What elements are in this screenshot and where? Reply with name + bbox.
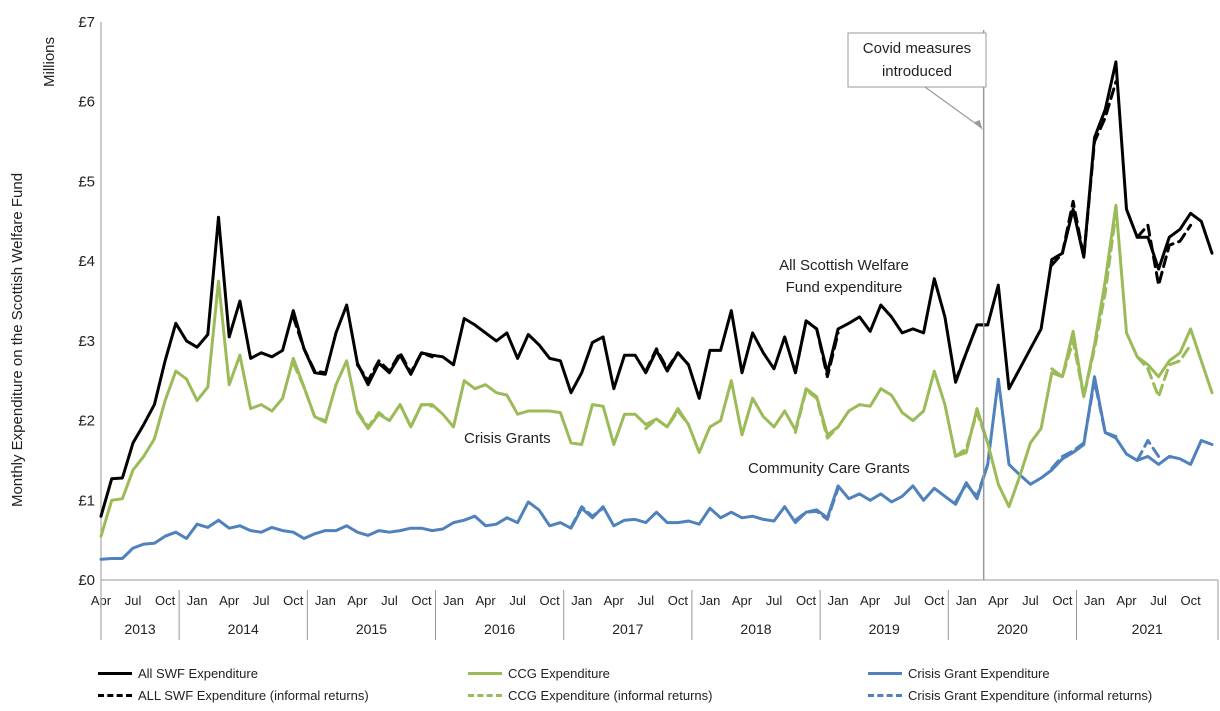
legend-swatch [98,672,132,675]
x-tick-label: Oct [540,593,561,608]
legend-item: ALL SWF Expenditure (informal returns) [98,688,369,703]
annotation-all-swf: Fund expenditure [786,279,903,296]
x-tick-label: Jan [699,593,720,608]
legend-item: CCG Expenditure [468,666,610,681]
series-lines [99,60,1214,561]
series-line-ccg-expenditure-informal-returns [291,211,1193,458]
x-tick-label: Oct [1052,593,1073,608]
legend-swatch [98,694,132,697]
x-tick-label: Oct [155,593,176,608]
y-tick-label: £4 [78,253,95,270]
y-tick-label: £1 [78,492,95,509]
x-tick-label: Apr [860,593,881,608]
legend-item: CCG Expenditure (informal returns) [468,688,712,703]
x-tick-label: Jan [571,593,592,608]
annotation-all-swf: All Scottish Welfare [779,257,909,274]
x-tick-label: Oct [1181,593,1202,608]
covid-callout-box [847,32,987,88]
series-line-all-swf-expenditure-informal-returns [291,80,1193,383]
x-tick-label: Apr [347,593,368,608]
y-tick-label: £0 [78,572,95,589]
x-tick-label: Jul [1150,593,1167,608]
x-tick-label: Jul [766,593,783,608]
x-tick-label: Oct [411,593,432,608]
legend-label: All SWF Expenditure [138,666,258,681]
x-axis: Apr Jul Oct Jan Apr Jul Oct Jan Apr Jul Oct Jan Apr J… [91,579,1219,640]
legend-label: Crisis Grant Expenditure [908,666,1050,681]
covid-callout-arrowhead [974,120,983,130]
x-tick-label: Oct [924,593,945,608]
year-label: 2020 [997,621,1028,637]
legend-item: All SWF Expenditure [98,666,258,681]
annotation-community-care-grants: Community Care Grants [748,460,910,477]
x-tick-label: Jan [1084,593,1105,608]
x-tick-label: Apr [219,593,240,608]
x-tick-label: Jul [253,593,270,608]
legend-label: CCG Expenditure (informal returns) [508,688,713,703]
x-tick-label: Jan [828,593,849,608]
covid-callout-text: Covid measures [863,40,971,57]
y-tick-label: £6 [78,94,95,111]
year-label: 2014 [228,621,259,637]
covid-callout-text: introduced [882,63,952,80]
x-tick-label: Jan [956,593,977,608]
year-label: 2018 [740,621,771,637]
series-line-crisis-grant-expenditure [99,375,1214,561]
legend-swatch [868,672,902,675]
y-tick-label: £3 [78,333,95,350]
year-label: 2019 [869,621,900,637]
year-label: 2021 [1132,621,1163,637]
legend-label: ALL SWF Expenditure (informal returns) [138,688,369,703]
legend-swatch [868,694,902,697]
y-axis: £0 £1 £2 £3 £4 £5 £6 £7 [78,14,102,589]
series-line-all-swf-expenditure [99,60,1214,518]
x-tick-label: Apr [732,593,753,608]
x-tick-label: Jul [894,593,911,608]
y-axis-unit: Millions [41,37,58,87]
x-tick-label: Oct [668,593,689,608]
legend-swatch [468,672,502,675]
legend: All SWF Expenditure ALL SWF Expenditure (… [88,664,1208,708]
x-tick-label: Apr [1116,593,1137,608]
legend-item: Crisis Grant Expenditure [868,666,1050,681]
year-label: 2016 [484,621,515,637]
x-tick-label: Jan [315,593,336,608]
annotations: Covid measures introduced All Scottish Wel… [464,30,987,580]
x-tick-label: Jul [125,593,142,608]
legend-item: Crisis Grant Expenditure (informal retur… [868,688,1152,703]
x-tick-label: Apr [475,593,496,608]
x-tick-label: Jul [1022,593,1039,608]
x-tick-label: Apr [988,593,1009,608]
year-label: 2013 [124,621,155,637]
legend-label: CCG Expenditure [508,666,610,681]
year-label: 2015 [356,621,387,637]
x-tick-label: Jan [443,593,464,608]
y-axis-title: Monthly Expenditure on the Scottish Welf… [9,173,26,507]
legend-swatch [468,694,502,697]
x-tick-label: Jan [187,593,208,608]
legend-label: Crisis Grant Expenditure (informal retur… [908,688,1153,703]
annotation-crisis-grants: Crisis Grants [464,430,551,447]
x-tick-label: Jul [638,593,655,608]
x-tick-label: Oct [796,593,817,608]
year-label: 2017 [612,621,643,637]
series-line-crisis-grant-expenditure-informal-returns [569,379,1161,529]
x-tick-label: Oct [283,593,304,608]
x-tick-label: Jul [381,593,398,608]
y-tick-label: £7 [78,14,95,31]
y-tick-label: £2 [78,413,95,430]
covid-callout-connector [924,86,983,129]
x-tick-label: Apr [604,593,625,608]
y-tick-label: £5 [78,173,95,190]
series-line-ccg-expenditure [99,203,1214,538]
x-tick-label: Jul [509,593,526,608]
